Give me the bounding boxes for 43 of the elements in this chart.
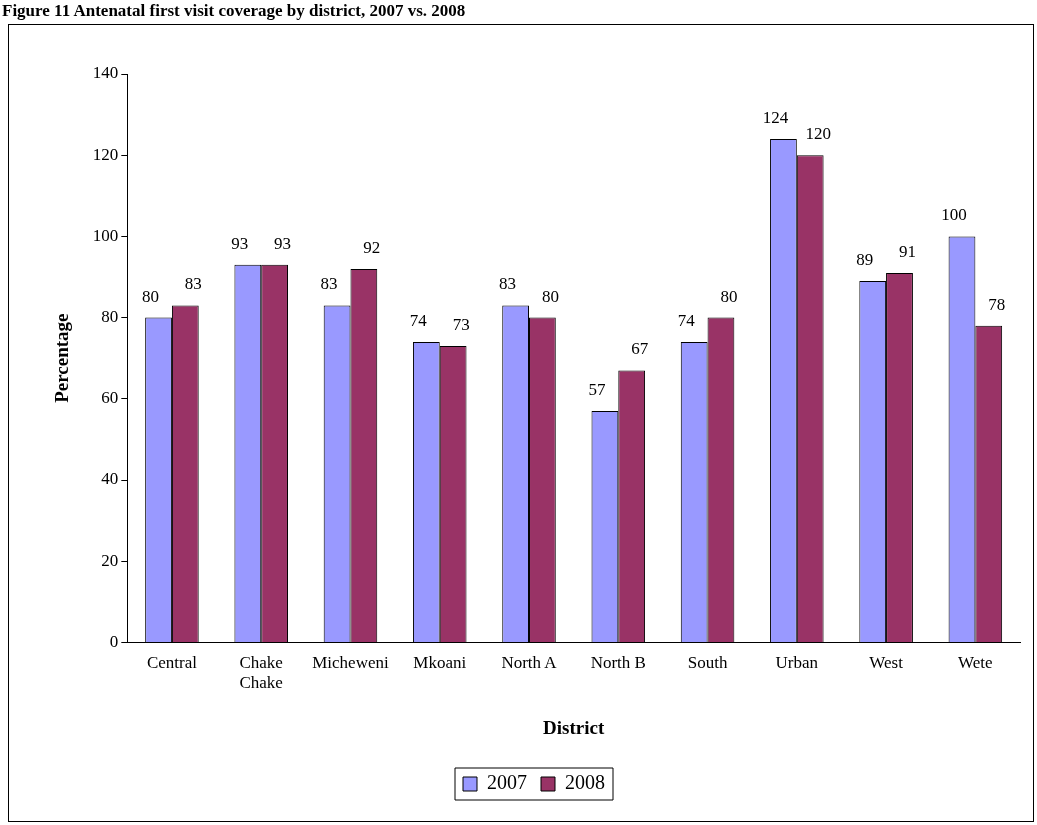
data-label: 93 [231,233,249,253]
y-tick-label: 0 [109,631,119,651]
data-label: 83 [320,274,338,294]
y-tick-label: 140 [92,63,119,83]
chart-title: Figure 11 Antenatal first visit coverage by district, 2007 vs. 2008 [2,1,466,21]
y-tick-label: 40 [101,469,119,489]
data-label: 67 [631,339,649,359]
data-label: 83 [184,274,202,294]
data-label: 83 [499,274,517,294]
data-label: 74 [409,310,428,330]
y-tick-label: 120 [92,144,119,164]
x-tick-label: Mkoani [413,653,467,673]
y-axis-title: Percentage [51,313,73,403]
x-tick-label: Micheweni [312,653,389,673]
x-tick-label: South [687,653,728,673]
data-label: 73 [452,314,470,334]
data-label: 89 [856,250,874,270]
y-tick-label: 80 [101,307,119,327]
data-label: 80 [541,286,559,306]
legend-label: 2008 [565,771,605,794]
data-label: 78 [988,294,1006,314]
x-tick-label: Wete [958,653,993,673]
data-label: 80 [720,286,738,306]
data-label: 100 [941,205,967,225]
data-label: 57 [588,379,606,399]
data-label: 74 [677,310,696,330]
data-label: 124 [762,107,789,127]
x-axis-title: District [543,716,605,738]
x-tick-label: North B [590,653,646,673]
x-tick-label: Central [146,653,198,673]
x-tick-label: Urban [775,653,819,673]
data-label: 93 [274,233,292,253]
x-tick-label: West [869,653,904,673]
data-label: 92 [363,237,381,257]
data-label: 120 [805,124,831,144]
legend-label: 2007 [487,771,527,794]
y-tick-label: 100 [92,225,119,245]
y-tick-label: 20 [101,550,119,570]
y-tick-label: 60 [101,388,119,408]
x-tick-label: North A [501,653,558,673]
data-label: 80 [142,286,160,306]
x-tick-label: Chake Chake [239,653,283,693]
data-label: 91 [898,241,916,261]
